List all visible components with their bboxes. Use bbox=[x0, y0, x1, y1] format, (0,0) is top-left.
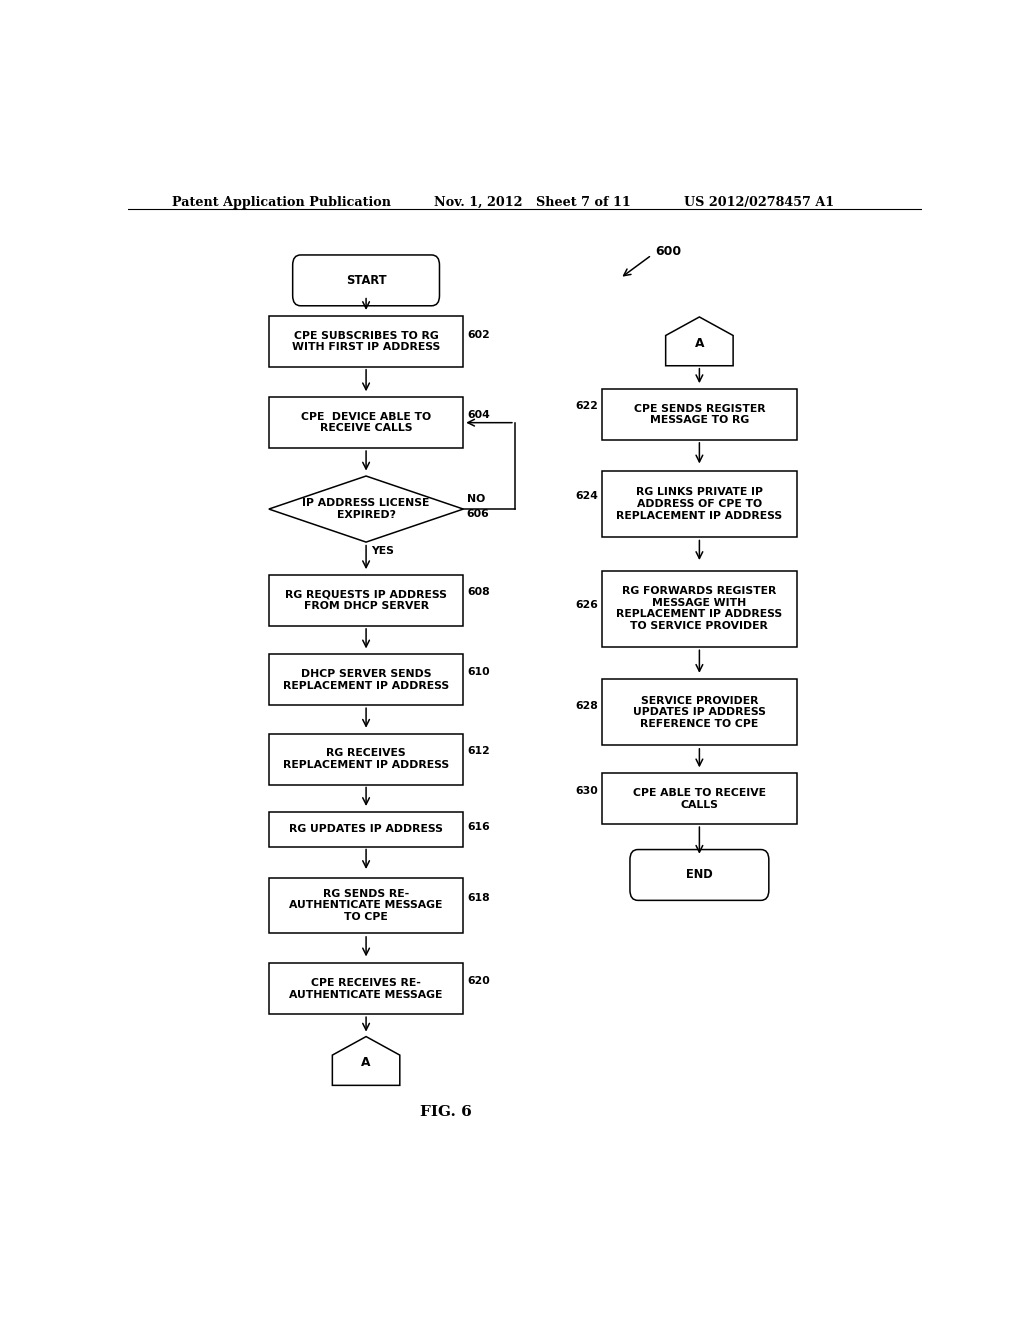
Text: RG SENDS RE-
AUTHENTICATE MESSAGE
TO CPE: RG SENDS RE- AUTHENTICATE MESSAGE TO CPE bbox=[290, 888, 442, 923]
Bar bbox=[602, 774, 797, 824]
Text: YES: YES bbox=[371, 545, 393, 556]
Text: SERVICE PROVIDER
UPDATES IP ADDRESS
REFERENCE TO CPE: SERVICE PROVIDER UPDATES IP ADDRESS REFE… bbox=[633, 696, 766, 729]
Text: RG UPDATES IP ADDRESS: RG UPDATES IP ADDRESS bbox=[289, 824, 443, 834]
Bar bbox=[269, 576, 463, 626]
Text: Patent Application Publication: Patent Application Publication bbox=[172, 195, 390, 209]
Text: 630: 630 bbox=[575, 785, 598, 796]
FancyBboxPatch shape bbox=[630, 850, 769, 900]
FancyBboxPatch shape bbox=[293, 255, 439, 306]
Bar bbox=[269, 878, 463, 933]
Text: 602: 602 bbox=[468, 330, 490, 341]
Polygon shape bbox=[333, 1036, 399, 1085]
Text: 612: 612 bbox=[468, 746, 490, 756]
Text: CPE SUBSCRIBES TO RG
WITH FIRST IP ADDRESS: CPE SUBSCRIBES TO RG WITH FIRST IP ADDRE… bbox=[292, 330, 440, 352]
Bar bbox=[269, 315, 463, 367]
Text: US 2012/0278457 A1: US 2012/0278457 A1 bbox=[684, 195, 834, 209]
Text: 620: 620 bbox=[468, 975, 490, 986]
Polygon shape bbox=[269, 477, 463, 543]
Bar bbox=[602, 570, 797, 647]
Text: 604: 604 bbox=[468, 409, 490, 420]
Text: 616: 616 bbox=[468, 822, 490, 832]
Text: 608: 608 bbox=[468, 587, 490, 598]
Bar bbox=[269, 734, 463, 784]
Text: CPE RECEIVES RE-
AUTHENTICATE MESSAGE: CPE RECEIVES RE- AUTHENTICATE MESSAGE bbox=[290, 978, 442, 999]
Text: 628: 628 bbox=[575, 701, 598, 711]
Text: 622: 622 bbox=[574, 401, 598, 412]
Text: CPE SENDS REGISTER
MESSAGE TO RG: CPE SENDS REGISTER MESSAGE TO RG bbox=[634, 404, 765, 425]
Text: 610: 610 bbox=[468, 667, 490, 677]
Text: START: START bbox=[346, 273, 386, 286]
Text: 606: 606 bbox=[467, 510, 489, 519]
Text: RG REQUESTS IP ADDRESS
FROM DHCP SERVER: RG REQUESTS IP ADDRESS FROM DHCP SERVER bbox=[285, 590, 447, 611]
Text: A: A bbox=[694, 337, 705, 350]
Text: 600: 600 bbox=[655, 246, 682, 259]
Text: A: A bbox=[361, 1056, 371, 1069]
Text: RG RECEIVES
REPLACEMENT IP ADDRESS: RG RECEIVES REPLACEMENT IP ADDRESS bbox=[283, 748, 450, 770]
Bar bbox=[269, 812, 463, 846]
Polygon shape bbox=[666, 317, 733, 366]
Text: NO: NO bbox=[467, 494, 485, 504]
Text: RG FORWARDS REGISTER
MESSAGE WITH
REPLACEMENT IP ADDRESS
TO SERVICE PROVIDER: RG FORWARDS REGISTER MESSAGE WITH REPLAC… bbox=[616, 586, 782, 631]
Bar bbox=[269, 655, 463, 705]
Text: CPE ABLE TO RECEIVE
CALLS: CPE ABLE TO RECEIVE CALLS bbox=[633, 788, 766, 809]
Text: 618: 618 bbox=[468, 894, 490, 903]
Text: FIG. 6: FIG. 6 bbox=[420, 1105, 471, 1119]
Bar bbox=[602, 471, 797, 537]
Text: 624: 624 bbox=[574, 491, 598, 500]
Bar bbox=[269, 964, 463, 1014]
Bar bbox=[602, 389, 797, 440]
Text: DHCP SERVER SENDS
REPLACEMENT IP ADDRESS: DHCP SERVER SENDS REPLACEMENT IP ADDRESS bbox=[283, 669, 450, 690]
Text: 626: 626 bbox=[574, 599, 598, 610]
Bar bbox=[602, 680, 797, 746]
Text: END: END bbox=[686, 869, 713, 882]
Bar bbox=[269, 397, 463, 447]
Text: IP ADDRESS LICENSE
EXPIRED?: IP ADDRESS LICENSE EXPIRED? bbox=[302, 498, 430, 520]
Text: CPE  DEVICE ABLE TO
RECEIVE CALLS: CPE DEVICE ABLE TO RECEIVE CALLS bbox=[301, 412, 431, 433]
Text: RG LINKS PRIVATE IP
ADDRESS OF CPE TO
REPLACEMENT IP ADDRESS: RG LINKS PRIVATE IP ADDRESS OF CPE TO RE… bbox=[616, 487, 782, 520]
Text: Nov. 1, 2012   Sheet 7 of 11: Nov. 1, 2012 Sheet 7 of 11 bbox=[433, 195, 631, 209]
